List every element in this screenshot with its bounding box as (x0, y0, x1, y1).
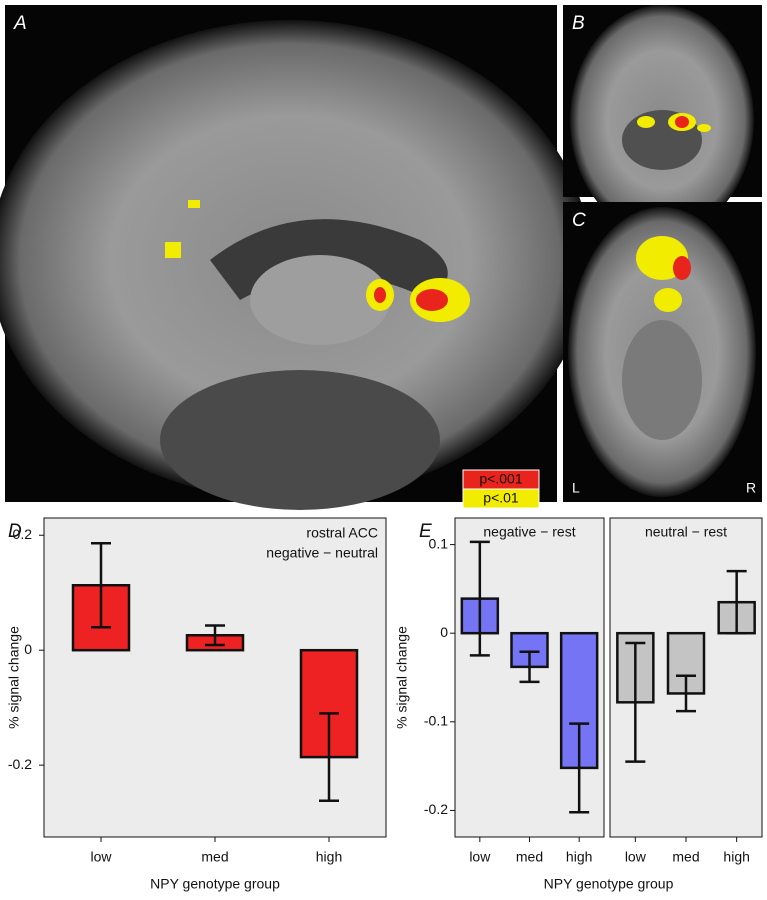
annotation: negative − neutral (266, 545, 378, 561)
legend-label: p<.01 (483, 490, 519, 506)
y-axis-label: % signal change (394, 626, 410, 729)
y-axis-label: % signal change (6, 626, 22, 729)
error-bar (569, 722, 590, 814)
series-name: negative − rest (483, 524, 575, 540)
y-tick-label: -0.2 (8, 756, 32, 772)
error-bar (319, 712, 339, 803)
error-bar (625, 641, 646, 763)
error-bar (91, 542, 111, 629)
x-axis-label: NPY genotype group (544, 876, 674, 892)
error-bar (469, 540, 490, 657)
orientation-left: L (572, 480, 580, 496)
error-bar (676, 674, 696, 713)
x-axis-label: NPY genotype group (150, 876, 280, 892)
series-name: neutral − rest (645, 524, 727, 540)
legend-swatch (462, 488, 540, 509)
error-bar (519, 650, 540, 684)
y-tick-label: 0.2 (13, 526, 33, 542)
brain-axial (563, 202, 762, 502)
brain-sagittal (0, 5, 590, 510)
x-tick-label: low (625, 849, 647, 865)
orientation-right: R (746, 480, 756, 496)
x-tick-label: high (566, 849, 592, 865)
error-bar (726, 569, 747, 635)
y-tick-label: 0 (440, 624, 448, 640)
x-tick-label: med (672, 849, 699, 865)
legend-label: p<.001 (479, 471, 522, 487)
annotation: rostral ACC (306, 525, 378, 541)
error-bar (205, 624, 225, 647)
panel-label: D (8, 521, 22, 542)
x-tick-label: med (516, 849, 543, 865)
panel-label: E (419, 521, 432, 542)
x-tick-label: high (316, 849, 342, 865)
x-tick-label: low (90, 849, 112, 865)
y-tick-label: -0.1 (424, 713, 448, 729)
panel-label: A (13, 13, 27, 34)
y-tick-label: -0.2 (424, 801, 448, 817)
panel-label: C (572, 210, 586, 231)
x-tick-label: med (201, 849, 228, 865)
y-tick-label: 0 (24, 641, 32, 657)
y-tick-label: 0.1 (429, 535, 449, 551)
brain-coronal (563, 5, 762, 235)
x-tick-label: low (469, 849, 491, 865)
panel-label: B (572, 13, 585, 34)
x-tick-label: high (723, 849, 749, 865)
